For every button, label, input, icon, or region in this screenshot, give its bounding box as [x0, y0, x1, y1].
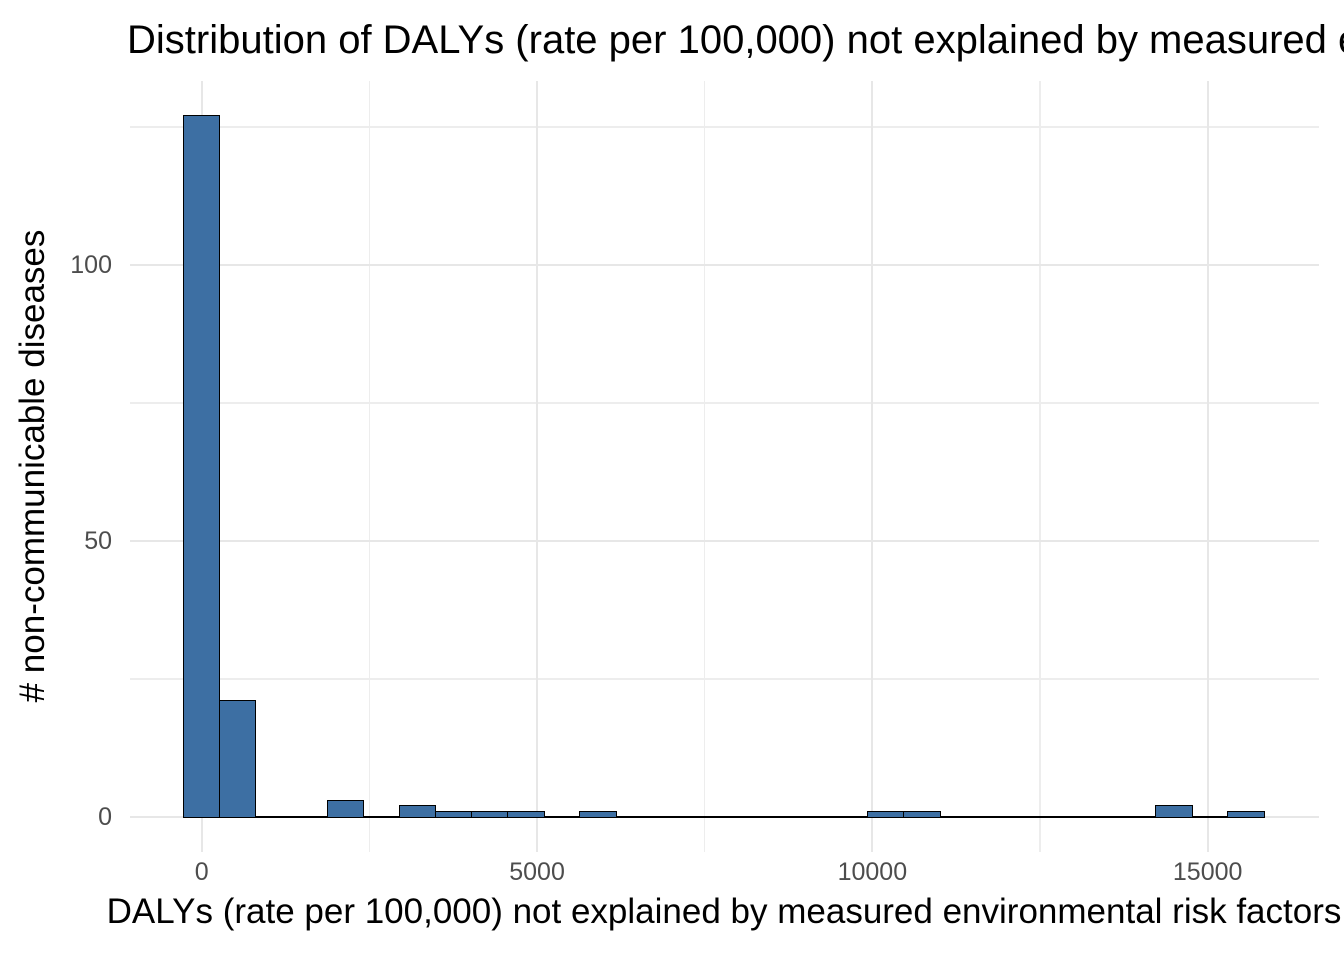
x-major-gridline [871, 81, 874, 852]
histogram-bar-zero [1191, 815, 1228, 819]
plot-panel [130, 81, 1319, 852]
histogram-bar-zero [543, 815, 580, 819]
histogram-bar [579, 810, 617, 819]
histogram-bar-zero [759, 815, 796, 819]
y-major-gridline [130, 540, 1319, 542]
y-tick-label: 0 [98, 802, 112, 831]
histogram-bar-zero [1119, 815, 1156, 819]
x-tick-label: 10000 [837, 858, 908, 886]
histogram-bar-zero [651, 815, 688, 819]
histogram-bar-zero [363, 815, 400, 819]
histogram-bar-zero [795, 815, 832, 819]
histogram-bar-zero [723, 815, 760, 819]
x-tick-label: 5000 [509, 858, 565, 886]
histogram-bar-zero [1083, 815, 1120, 819]
histogram-bar [434, 810, 473, 819]
x-tick-label: 0 [194, 858, 209, 886]
chart-title: Distribution of DALYs (rate per 100,000)… [127, 18, 1344, 62]
histogram-bar-zero [1047, 815, 1084, 819]
x-tick-label: 15000 [1172, 858, 1243, 886]
histogram-bar [182, 115, 221, 819]
y-tick-label: 50 [84, 527, 112, 555]
y-axis-title: # non-communicable diseases [13, 229, 52, 703]
x-minor-gridline [1039, 81, 1041, 852]
histogram-bar-zero [1011, 815, 1048, 819]
histogram-bar [398, 805, 437, 819]
histogram-bar-zero [939, 815, 976, 819]
x-minor-gridline [704, 81, 706, 852]
histogram-bar [867, 810, 905, 819]
histogram-bar-zero [291, 815, 328, 819]
histogram-bar [470, 810, 509, 819]
x-minor-gridline [368, 81, 371, 852]
histogram-bar [326, 799, 365, 819]
y-minor-gridline [130, 402, 1319, 404]
x-major-gridline [536, 81, 539, 852]
histogram-bar [903, 810, 941, 819]
y-tick-label: 100 [70, 251, 112, 280]
y-minor-gridline [130, 678, 1319, 680]
y-minor-gridline [130, 126, 1319, 128]
x-major-gridline [1206, 81, 1209, 852]
histogram-bar-zero [687, 815, 724, 819]
y-major-gridline [130, 264, 1319, 267]
histogram-bar-zero [615, 815, 652, 819]
histogram-bar [218, 700, 257, 819]
histogram-bar [507, 810, 545, 819]
histogram-bar-zero [255, 815, 292, 819]
histogram-bar [1155, 805, 1193, 819]
histogram-bar [1227, 810, 1265, 819]
x-axis-title: DALYs (rate per 100,000) not explained b… [106, 892, 1342, 931]
histogram-bar-zero [975, 815, 1012, 819]
histogram-bar-zero [831, 815, 868, 819]
